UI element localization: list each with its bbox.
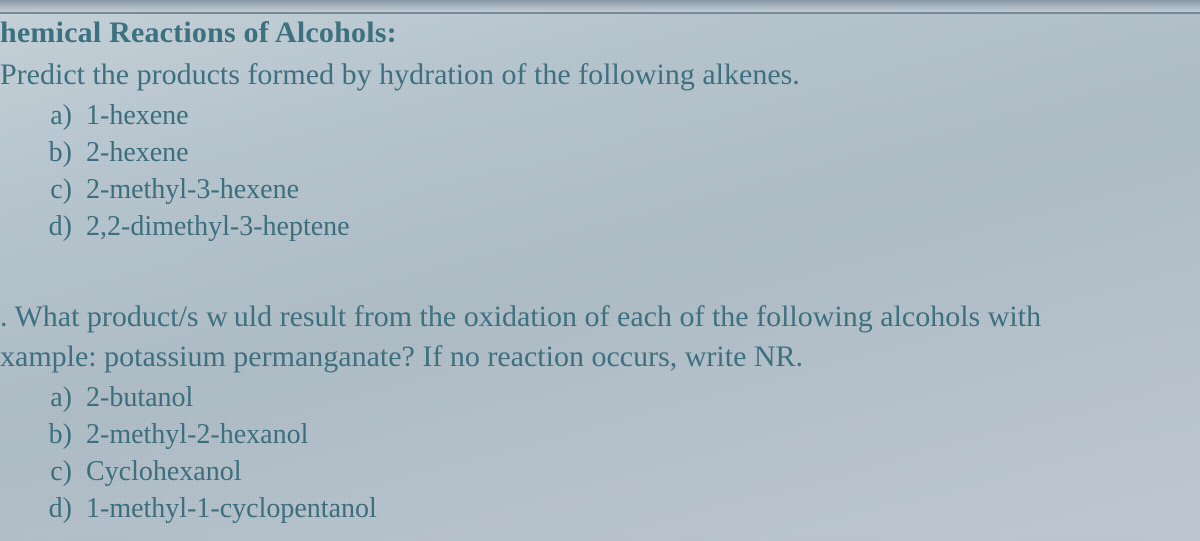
item-text: 1-methyl-1-cyclopentanol [86,493,377,524]
section2-prompt-line2: xample: potassium permanganate? If no re… [0,340,1200,374]
item-text: Cyclohexanol [86,456,242,487]
section1-list: a) 1-hexene b) 2-hexene c) 2-methyl-3-hexen… [28,98,1200,246]
list-item: c) Cyclohexanol [28,454,1200,491]
item-text: 2-methyl-3-hexene [86,174,299,205]
list-item: a) 2-butanol [28,380,1200,417]
item-label: c) [28,454,72,491]
document-body: hemical Reactions of Alcohols: Predict t… [0,0,1200,528]
list-item: d) 2,2-dimethyl-3-heptene [28,209,1200,246]
item-text: 2-hexene [86,137,189,168]
list-item: c) 2-methyl-3-hexene [28,172,1200,209]
item-label: b) [28,135,72,172]
list-item: b) 2-methyl-2-hexanol [28,417,1200,454]
section2-list: a) 2-butanol b) 2-methyl-2-hexanol c) Cyclo… [28,380,1200,528]
list-item: d) 1-methyl-1-cyclopentanol [28,491,1200,528]
item-label: d) [28,209,72,246]
section1-prompt: Predict the products formed by hydration… [0,58,1200,92]
item-label: a) [28,98,72,135]
item-label: d) [28,491,72,528]
list-item: a) 1-hexene [28,98,1200,135]
item-label: b) [28,417,72,454]
item-label: a) [28,380,72,417]
item-text: 2-butanol [86,382,193,413]
list-item: b) 2-hexene [28,135,1200,172]
item-text: 2,2-dimethyl-3-heptene [86,211,350,242]
section-spacer [0,274,1200,300]
item-text: 1-hexene [86,100,189,131]
section1-heading: hemical Reactions of Alcohols: [0,16,1200,50]
item-label: c) [28,172,72,209]
section2-prompt-line1: . What product/s w uld result from the o… [0,300,1200,334]
item-text: 2-methyl-2-hexanol [86,419,308,450]
